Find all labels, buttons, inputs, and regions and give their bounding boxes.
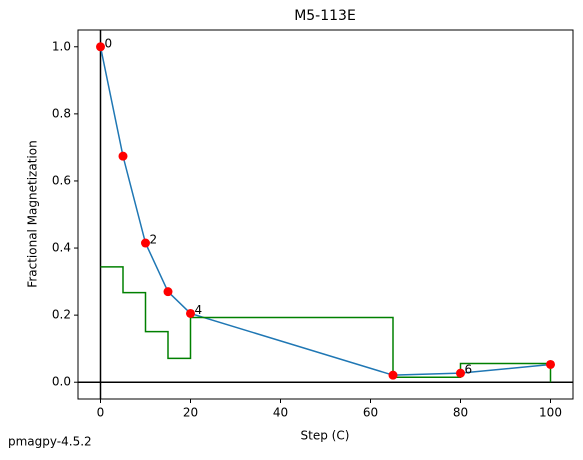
step-line — [100, 266, 552, 383]
y-axis-label: Fractional Magnetization — [26, 140, 40, 287]
data-point — [388, 370, 398, 380]
y-tick-label: 0.0 — [52, 375, 71, 389]
x-tick-label: 60 — [363, 406, 378, 420]
data-point — [118, 151, 128, 161]
x-tick-label: 40 — [273, 406, 288, 420]
x-tick-label: 80 — [453, 406, 468, 420]
data-line — [99, 46, 551, 376]
data-point — [163, 287, 173, 297]
y-tick-label: 0.8 — [52, 106, 71, 120]
point-label: 0 — [105, 36, 113, 50]
point-label: 4 — [195, 303, 203, 317]
footer: pmagpy-4.5.2 — [8, 435, 92, 449]
x-axis-label: Step (C) — [301, 429, 350, 443]
x-tick-label: 100 — [539, 406, 562, 420]
chart-title: M5-113E — [294, 8, 356, 24]
point-label: 2 — [150, 233, 158, 247]
x-tick-label: 20 — [183, 406, 198, 420]
point-label: 6 — [465, 363, 473, 377]
x-tick-label: 0 — [97, 406, 105, 420]
data-point — [141, 238, 150, 248]
data-point — [186, 308, 195, 318]
y-tick-label: 1.0 — [52, 39, 71, 53]
plot-frame — [77, 29, 574, 400]
data-point — [546, 359, 555, 369]
y-tick-label: 0.2 — [52, 308, 71, 322]
y-tick-label: 0.6 — [52, 173, 71, 187]
data-point — [96, 42, 105, 52]
data-point — [456, 368, 465, 378]
y-tick-label: 0.4 — [52, 241, 71, 255]
